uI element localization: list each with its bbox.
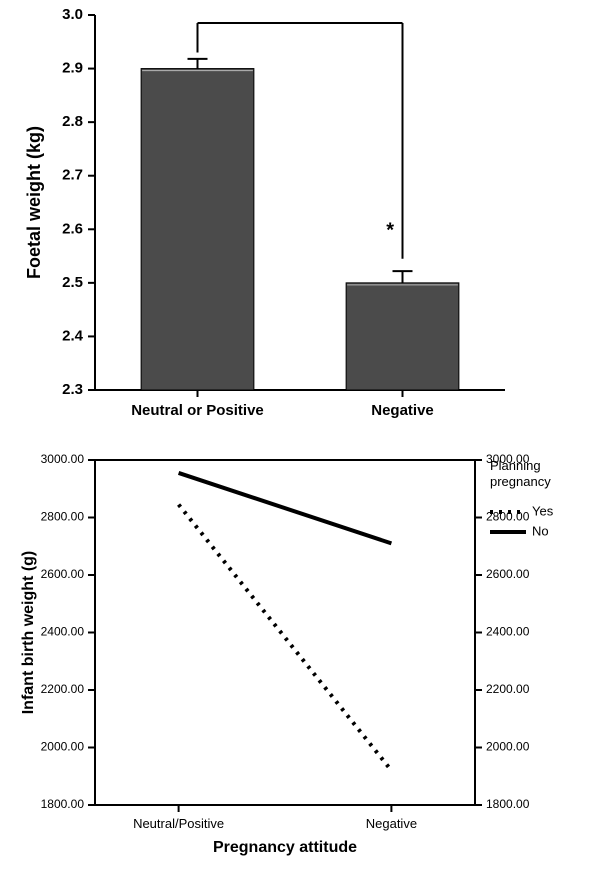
top-chart: 2.3 2.4 2.5 2.6 2.7 2.8 2.9 3.0 Neutral or Posit… [24, 6, 505, 419]
xtick-label: Neutral or Positive [131, 402, 264, 419]
ytick-label: 2.5 [62, 274, 83, 291]
ytick-label: 2.8 [62, 113, 83, 130]
y-axis-label: Foetal weight (kg) [24, 126, 44, 279]
xtick-label: Negative [371, 402, 434, 419]
ytick-label-right: 1800.00 [486, 797, 530, 811]
ytick-label-left: 2400.00 [41, 625, 85, 639]
ytick-label: 2.6 [62, 220, 83, 237]
legend-label: Yes [532, 503, 554, 518]
bar [346, 283, 459, 390]
sig-marker: * [386, 219, 394, 241]
series-line [179, 505, 392, 771]
xtick-label: Neutral/Positive [133, 816, 224, 831]
bar [141, 69, 254, 390]
ytick-label: 2.4 [62, 327, 84, 344]
ytick-label-left: 3000.00 [41, 452, 85, 466]
xtick-label: Negative [366, 816, 417, 831]
ytick-label: 3.0 [62, 6, 83, 23]
legend-label: No [532, 523, 549, 538]
bottom-chart: 1800.00 1800.00 2000.00 2000.00 2200.00 2200.… [20, 452, 554, 856]
ytick-label-left: 2200.00 [41, 682, 85, 696]
x-axis-label: Pregnancy attitude [213, 839, 357, 856]
figure-svg: 2.3 2.4 2.5 2.6 2.7 2.8 2.9 3.0 Neutral or Posit… [0, 0, 602, 870]
figure-container: 2.3 2.4 2.5 2.6 2.7 2.8 2.9 3.0 Neutral or Posit… [0, 0, 602, 870]
ytick-label-left: 2000.00 [41, 740, 85, 754]
legend-title: pregnancy [490, 474, 551, 489]
ytick-label-right: 2400.00 [486, 625, 530, 639]
ytick-label-left: 2800.00 [41, 510, 85, 524]
y-axis-label: Infant birth weight (g) [20, 551, 37, 715]
ytick-label-right: 2600.00 [486, 567, 530, 581]
ytick-label: 2.9 [62, 60, 83, 77]
legend: Planningpregnancy Yes No [490, 458, 554, 538]
series-line [179, 473, 392, 543]
ytick-label-left: 2600.00 [41, 567, 85, 581]
ytick-label-right: 2200.00 [486, 682, 530, 696]
ytick-label-left: 1800.00 [41, 797, 85, 811]
legend-title: Planning [490, 458, 541, 473]
ytick-label-right: 2000.00 [486, 740, 530, 754]
ytick-label: 2.7 [62, 167, 83, 184]
ytick-label: 2.3 [62, 381, 83, 398]
